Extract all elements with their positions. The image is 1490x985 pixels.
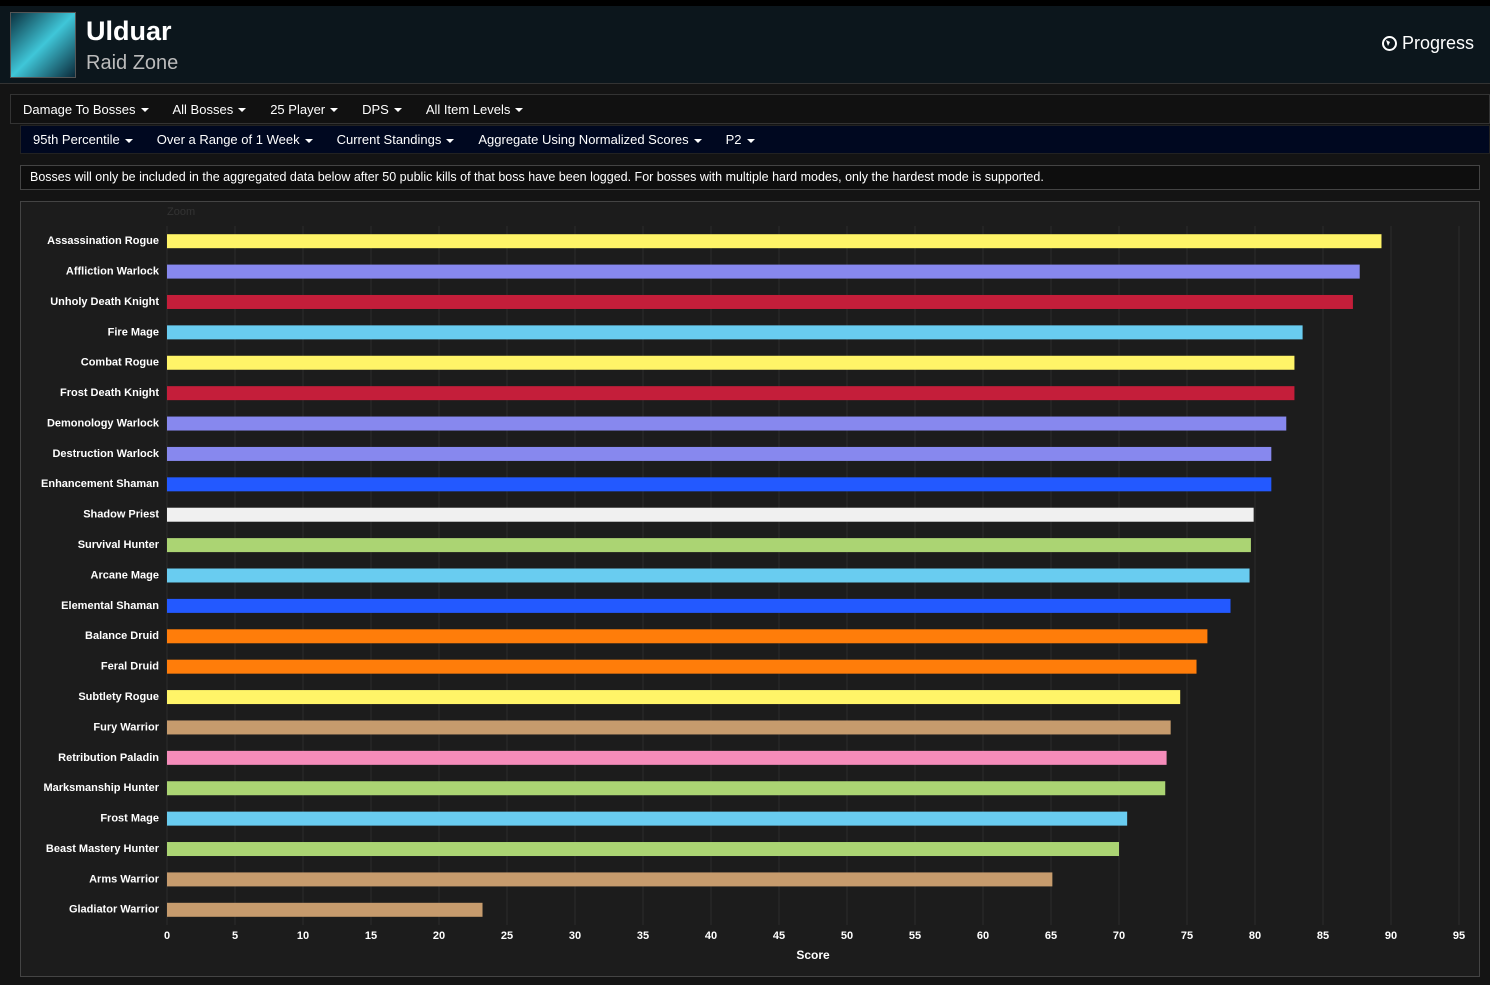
y-tick-label: Demonology Warlock (47, 417, 160, 429)
top-strip (0, 0, 1490, 6)
y-tick-label: Destruction Warlock (52, 448, 159, 460)
y-tick-label: Beast Mastery Hunter (46, 843, 160, 855)
bar (167, 781, 1166, 796)
x-tick-label: 70 (1113, 930, 1125, 942)
zoom-label[interactable]: Zoom (167, 206, 195, 218)
filter-dropdown[interactable]: Over a Range of 1 Week (145, 132, 325, 147)
x-tick-label: 65 (1045, 930, 1057, 942)
y-tick-label: Unholy Death Knight (50, 296, 159, 308)
x-tick-label: 20 (433, 930, 445, 942)
zone-subtitle: Raid Zone (86, 52, 179, 74)
filter-dropdown[interactable]: All Bosses (161, 102, 259, 117)
x-tick-label: 5 (232, 930, 238, 942)
x-tick-label: 0 (164, 930, 170, 942)
bar (167, 720, 1171, 735)
chart: Zoom 0 5 10 15 20 25 30 35 40 45 50 55 60 65 70 75 80 85 9… (41, 206, 1465, 962)
y-tick-label: Enhancement Shaman (41, 478, 159, 490)
chart-panel: Zoom 0 5 10 15 20 25 30 35 40 45 50 55 60 65 70 75 80 85 9… (20, 201, 1480, 977)
filter-dropdown[interactable]: All Item Levels (414, 102, 536, 117)
x-tick-label: 85 (1317, 930, 1329, 942)
y-tick-label: Retribution Paladin (58, 752, 159, 764)
filter-dropdown[interactable]: 95th Percentile (21, 132, 145, 147)
filter-row: Damage To Bosses All Bosses 25 Player DPS Al… (10, 94, 1490, 124)
bar (167, 842, 1119, 857)
bar (167, 538, 1251, 553)
x-tick-label: 35 (637, 930, 649, 942)
x-tick-label: 55 (909, 930, 921, 942)
bar (167, 750, 1167, 765)
y-tick-label: Elemental Shaman (61, 600, 159, 612)
bar (167, 507, 1254, 522)
y-tick-label: Fire Mage (108, 326, 159, 338)
x-tick-label: 75 (1181, 930, 1193, 942)
x-tick-label: 90 (1385, 930, 1397, 942)
bar (167, 598, 1231, 613)
bar (167, 902, 483, 917)
filter-dropdown[interactable]: DPS (350, 102, 414, 117)
zone-header: Ulduar Raid Zone Progress (0, 6, 1490, 84)
x-tick-label: 40 (705, 930, 717, 942)
x-tick-label: 45 (773, 930, 785, 942)
x-tick-label: 15 (365, 930, 377, 942)
bar (167, 629, 1208, 644)
bar (167, 355, 1295, 370)
y-tick-label: Balance Druid (85, 630, 159, 642)
x-tick-label: 50 (841, 930, 853, 942)
bar (167, 294, 1353, 309)
x-tick-label: 25 (501, 930, 513, 942)
x-tick-label: 80 (1249, 930, 1261, 942)
filter-dropdown[interactable]: Current Standings (325, 132, 467, 147)
notice: Bosses will only be included in the aggr… (20, 165, 1480, 190)
filter-row: 95th Percentile Over a Range of 1 Week Cur… (20, 125, 1490, 154)
y-tick-label: Combat Rogue (81, 357, 159, 369)
y-tick-label: Frost Mage (100, 813, 159, 825)
y-tick-label: Frost Death Knight (60, 387, 159, 399)
y-tick-label: Gladiator Warrior (69, 904, 160, 916)
zone-title: Ulduar (86, 16, 172, 46)
zone-icon (10, 12, 76, 78)
progress-text: Progress (1401, 33, 1474, 53)
y-tick-label: Marksmanship Hunter (43, 782, 159, 794)
y-tick-label: Feral Druid (101, 661, 159, 673)
bar (167, 690, 1181, 705)
x-tick-label: 10 (297, 930, 309, 942)
bar (167, 264, 1360, 279)
y-tick-label: Arms Warrior (89, 873, 160, 885)
bar (167, 446, 1272, 461)
filter-dropdown[interactable]: Aggregate Using Normalized Scores (466, 132, 713, 147)
bar (167, 234, 1382, 249)
y-tick-label: Subtlety Rogue (78, 691, 159, 703)
globe-icon (1381, 36, 1397, 51)
x-tick-label: 30 (569, 930, 581, 942)
y-tick-label: Arcane Mage (91, 569, 159, 581)
progress-link[interactable]: Progress (1381, 33, 1474, 54)
bar (167, 416, 1287, 431)
y-tick-label: Survival Hunter (78, 539, 160, 551)
y-tick-label: Affliction Warlock (66, 265, 160, 277)
x-tick-label: 95 (1453, 930, 1465, 942)
x-axis-title: Score (796, 948, 830, 962)
bar (167, 477, 1272, 492)
bar (167, 872, 1053, 887)
bar (167, 325, 1303, 340)
y-tick-label: Assassination Rogue (47, 235, 159, 247)
bar (167, 811, 1128, 826)
filter-dropdown[interactable]: P2 (714, 132, 767, 147)
filter-dropdown[interactable]: 25 Player (258, 102, 350, 117)
filter-dropdown[interactable]: Damage To Bosses (11, 102, 161, 117)
bar (167, 568, 1250, 583)
y-tick-label: Shadow Priest (83, 509, 159, 521)
bar (167, 659, 1197, 674)
bar (167, 386, 1295, 401)
x-tick-label: 60 (977, 930, 989, 942)
y-tick-label: Fury Warrior (93, 721, 159, 733)
